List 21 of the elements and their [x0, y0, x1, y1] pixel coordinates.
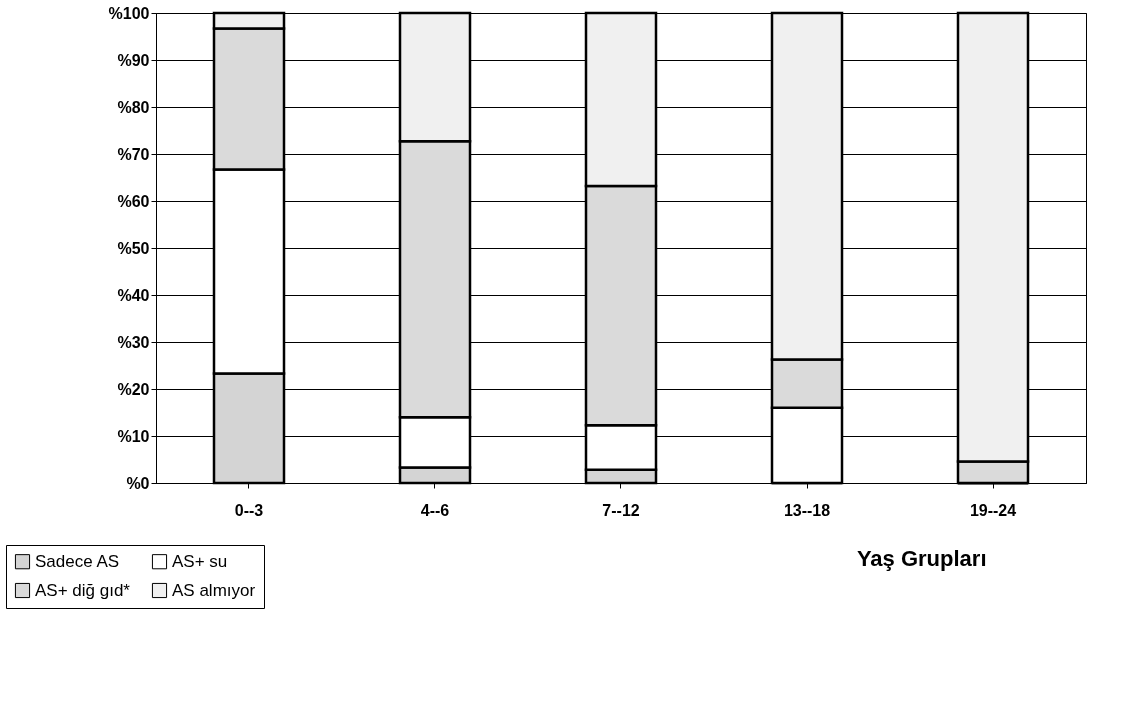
legend-label: AS+ diğ gıd*	[35, 580, 131, 600]
y-tick-label: %90	[117, 51, 150, 69]
y-tick-label: %80	[117, 98, 150, 116]
y-tick-label: %100	[108, 4, 150, 22]
y-tick-label: %70	[117, 145, 150, 163]
x-tick-label: 4--6	[420, 501, 450, 519]
y-tick-label: %20	[117, 380, 150, 398]
y-tick-label: %10	[117, 427, 150, 445]
y-tick-label: %50	[117, 239, 150, 257]
x-tick-label: 0--3	[234, 501, 264, 519]
y-tick-label: %40	[117, 286, 150, 304]
legend-label: AS almıyor	[172, 580, 256, 600]
x-tick-label: 13--18	[783, 501, 831, 519]
y-tick-label: %60	[117, 192, 150, 210]
y-tick-label: %30	[117, 333, 150, 351]
x-axis-title: Yaş Grupları	[856, 545, 987, 571]
x-tick-label: 7--12	[602, 501, 640, 519]
legend-label: AS+ su	[172, 551, 228, 571]
x-tick-label: 19--24	[969, 501, 1017, 519]
legend-label: Sadece AS	[35, 551, 120, 571]
y-tick-label: %0	[126, 474, 150, 492]
